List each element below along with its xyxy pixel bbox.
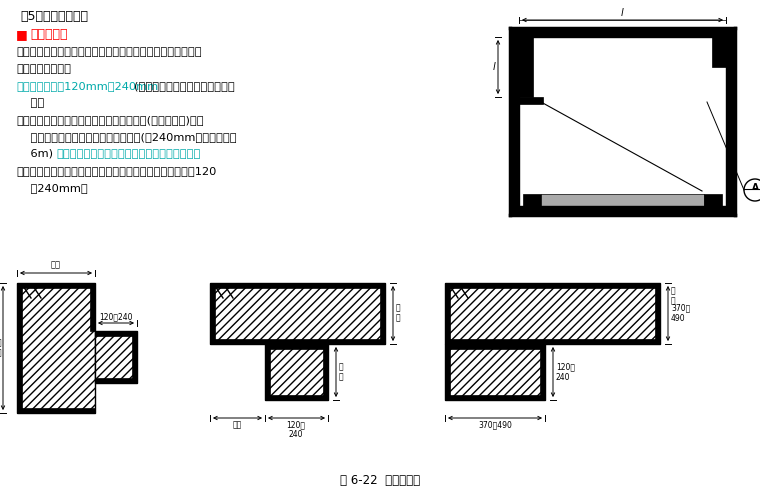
Bar bbox=[17, 283, 22, 413]
Bar bbox=[95, 378, 137, 383]
Bar bbox=[265, 344, 328, 400]
Bar bbox=[380, 283, 385, 344]
Bar bbox=[323, 344, 328, 400]
Bar bbox=[210, 283, 385, 288]
Bar bbox=[265, 395, 328, 400]
Bar bbox=[445, 344, 545, 349]
Bar bbox=[210, 339, 385, 344]
Text: 门垛和壁柱: 门垛和壁柱 bbox=[30, 28, 68, 41]
Text: （5）墙身加固措施: （5）墙身加固措施 bbox=[20, 10, 88, 23]
Bar bbox=[523, 194, 541, 206]
Bar bbox=[726, 28, 735, 215]
Text: 墙厚: 墙厚 bbox=[233, 420, 242, 429]
Bar bbox=[445, 344, 450, 400]
Bar bbox=[510, 28, 735, 37]
Text: 120、
240: 120、 240 bbox=[287, 420, 306, 439]
Bar bbox=[704, 194, 722, 206]
Text: 之和墙体共同承担荷载并稳定增身。(如240mm厚，长度超过: 之和墙体共同承担荷载并稳定增身。(如240mm厚，长度超过 bbox=[16, 132, 236, 142]
Text: 在墙体上开设门洞一般应设门垛，保证墙身稳定和门框安装。: 在墙体上开设门洞一般应设门垛，保证墙身稳定和门框安装。 bbox=[16, 47, 201, 57]
Bar bbox=[210, 283, 385, 344]
Text: 120、240: 120、240 bbox=[100, 312, 133, 321]
Text: 墙厚: 墙厚 bbox=[51, 260, 61, 269]
Text: 门垛宽度同墙厚，: 门垛宽度同墙厚， bbox=[16, 64, 71, 74]
Bar bbox=[95, 331, 137, 383]
Text: 当墙体受到集中荷载或墙体过长应增设壁柱(又叫扶壁柱)．使: 当墙体受到集中荷载或墙体过长应增设壁柱(又叫扶壁柱)．使 bbox=[16, 115, 204, 125]
Bar bbox=[445, 395, 545, 400]
Text: A: A bbox=[752, 184, 758, 192]
Bar bbox=[540, 344, 545, 400]
Bar bbox=[655, 283, 660, 344]
Text: (不计灰缝），过长会影响室内使: (不计灰缝），过长会影响室内使 bbox=[134, 81, 235, 91]
Bar bbox=[132, 331, 137, 383]
Text: l: l bbox=[621, 8, 623, 18]
Text: 墙
厚: 墙 厚 bbox=[671, 286, 676, 306]
Bar bbox=[445, 283, 660, 288]
Text: l: l bbox=[492, 62, 495, 72]
Text: 考虑到灰缝的错缝要求，丁字型墙段的短边伸出尺寸一般为120: 考虑到灰缝的错缝要求，丁字型墙段的短边伸出尺寸一般为120 bbox=[16, 166, 217, 176]
Bar bbox=[265, 344, 328, 349]
Text: 120、
240: 120、 240 bbox=[556, 362, 575, 382]
Bar bbox=[95, 331, 137, 336]
Bar bbox=[510, 28, 519, 215]
Bar bbox=[445, 283, 660, 344]
Bar bbox=[712, 37, 726, 67]
Text: 壁柱的尺寸符合砖规格，突出墙面半砖或一砖，: 壁柱的尺寸符合砖规格，突出墙面半砖或一砖， bbox=[56, 149, 201, 159]
Text: 6m): 6m) bbox=[16, 149, 57, 159]
Text: 墙
厚: 墙 厚 bbox=[396, 303, 401, 323]
Bar bbox=[445, 339, 660, 344]
Bar bbox=[90, 283, 95, 331]
Text: 370、
490: 370、 490 bbox=[671, 303, 690, 323]
Bar bbox=[510, 206, 735, 215]
Text: 墙
厚: 墙 厚 bbox=[0, 338, 1, 358]
Text: 图 6-22  门垛与壁柱: 图 6-22 门垛与壁柱 bbox=[340, 474, 420, 487]
Text: 门垛长度一般为120mm或240mm: 门垛长度一般为120mm或240mm bbox=[16, 81, 158, 91]
Text: 或240mm。: 或240mm。 bbox=[16, 183, 87, 193]
Bar bbox=[17, 283, 95, 413]
Bar bbox=[519, 37, 533, 97]
Bar bbox=[210, 283, 215, 344]
Bar bbox=[541, 194, 704, 206]
Text: ■: ■ bbox=[16, 28, 28, 41]
Bar bbox=[445, 283, 450, 344]
Bar bbox=[519, 97, 543, 104]
Text: 370、490: 370、490 bbox=[478, 420, 512, 429]
Text: 壁
柱: 壁 柱 bbox=[339, 362, 344, 382]
Text: 用。: 用。 bbox=[16, 98, 44, 108]
Bar bbox=[265, 344, 270, 400]
Bar bbox=[445, 344, 545, 400]
Bar bbox=[17, 408, 95, 413]
Bar bbox=[17, 283, 95, 288]
